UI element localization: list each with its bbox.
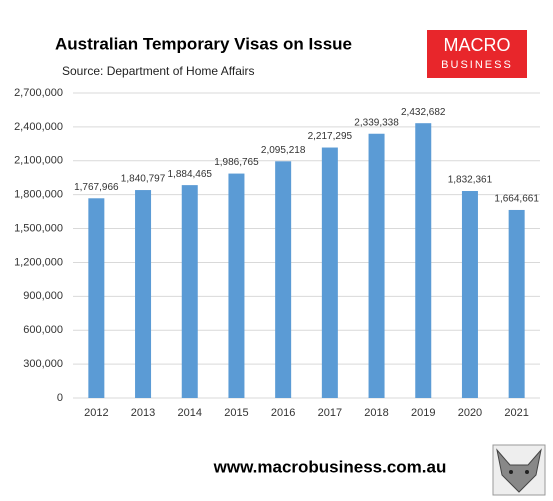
chart-title: Australian Temporary Visas on Issue: [55, 34, 352, 53]
value-label: 1,767,966: [74, 182, 119, 193]
x-tick-label: 2016: [271, 407, 295, 419]
bar: [181, 185, 198, 398]
value-label: 2,095,218: [261, 145, 306, 156]
fox-logo: [492, 444, 546, 496]
bar: [368, 133, 385, 398]
x-tick-label: 2015: [224, 407, 248, 419]
bar: [135, 190, 152, 398]
logo-box: [427, 30, 527, 78]
y-tick-label: 300,000: [23, 358, 63, 370]
x-tick-label: 2020: [458, 407, 482, 419]
x-tick-label: 2014: [178, 407, 202, 419]
chart-subtitle: Source: Department of Home Affairs: [62, 64, 255, 78]
x-tick-label: 2017: [318, 407, 342, 419]
value-label: 1,840,797: [121, 174, 166, 185]
bar: [461, 191, 478, 398]
y-tick-label: 2,700,000: [14, 87, 63, 99]
y-tick-label: 1,200,000: [14, 256, 63, 268]
x-tick-label: 2012: [84, 407, 108, 419]
value-label: 1,986,765: [214, 157, 259, 168]
website: www.macrobusiness.com.au: [213, 457, 447, 476]
y-tick-label: 1,500,000: [14, 222, 63, 234]
bar: [508, 209, 525, 398]
y-tick-label: 900,000: [23, 290, 63, 302]
y-tick-label: 2,100,000: [14, 155, 63, 167]
bar: [228, 173, 245, 398]
y-tick-label: 2,400,000: [14, 121, 63, 133]
value-label: 2,432,682: [401, 107, 446, 118]
bar: [88, 198, 105, 398]
bar: [415, 123, 432, 399]
x-tick-label: 2018: [364, 407, 388, 419]
value-label: 2,217,295: [308, 131, 353, 142]
value-label: 2,339,338: [354, 117, 399, 128]
x-tick-label: 2019: [411, 407, 435, 419]
y-tick-label: 0: [57, 392, 63, 404]
bar: [321, 147, 338, 398]
logo-text: MACRO: [444, 35, 511, 55]
value-label: 1,884,465: [168, 169, 213, 180]
logo-text: BUSINESS: [441, 59, 513, 71]
value-label: 1,832,361: [448, 175, 493, 186]
x-tick-label: 2013: [131, 407, 155, 419]
y-tick-label: 1,800,000: [14, 189, 63, 201]
y-tick-label: 600,000: [23, 324, 63, 336]
x-tick-label: 2021: [504, 407, 528, 419]
value-label: 1,664,661: [494, 194, 539, 205]
bar: [275, 161, 292, 398]
